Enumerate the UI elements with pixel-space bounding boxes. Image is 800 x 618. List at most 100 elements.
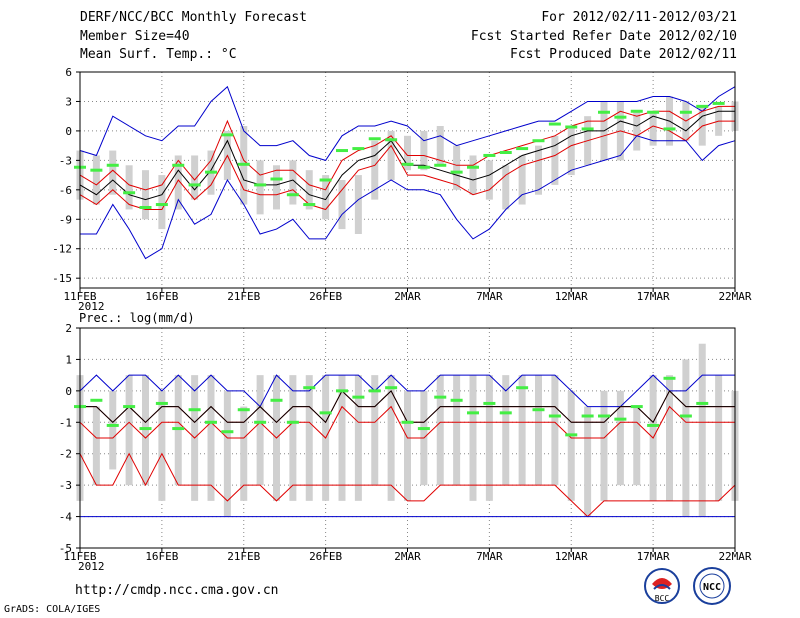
obs-marker — [614, 115, 627, 119]
x-tick-label: 11FEB — [63, 290, 96, 303]
obs-marker — [483, 153, 496, 157]
source-url[interactable]: http://cmdp.ncc.cma.gov.cn — [75, 583, 279, 598]
spread-box — [469, 375, 477, 501]
spread-box — [191, 155, 199, 200]
spread-box — [142, 170, 149, 220]
obs-marker — [663, 376, 676, 380]
y-tick-label: -2 — [59, 448, 72, 461]
spread-box — [567, 390, 575, 501]
spread-box — [649, 111, 657, 146]
obs-marker — [221, 133, 234, 137]
y-tick-label: -4 — [59, 511, 73, 524]
obs-marker — [106, 423, 119, 427]
obs-marker — [696, 104, 709, 108]
spread-box — [698, 343, 706, 517]
spread-box — [305, 170, 313, 210]
spread-box — [715, 375, 723, 501]
obs-marker — [450, 170, 463, 174]
obs-marker — [499, 151, 512, 155]
obs-marker — [647, 423, 660, 427]
x-tick-label: 12MAR — [555, 550, 588, 563]
produced-date: Fcst Produced Date 2012/02/11 — [510, 47, 737, 62]
temperature-panel: 6 3 0 -3 -6 -9 -12 -15 11FEB 16FEB 21FEB 26FEB 2MAR 7… — [52, 66, 752, 313]
spread-box — [174, 155, 182, 210]
obs-marker — [598, 414, 610, 418]
spread-box — [142, 375, 149, 486]
spread-box — [436, 375, 444, 486]
x-tick-label: 11FEB — [63, 550, 96, 563]
obs-marker — [434, 395, 447, 399]
spread-box — [535, 375, 542, 486]
obs-marker — [499, 411, 512, 415]
member-size-label: Member Size=40 — [80, 29, 190, 44]
obs-marker — [123, 191, 136, 195]
obs-marker — [188, 183, 201, 187]
spread-box — [338, 375, 346, 501]
obs-marker — [548, 122, 561, 126]
spread-box — [600, 390, 608, 501]
refer-date: Fcst Started Refer Date 2012/02/10 — [470, 29, 737, 44]
obs-marker — [385, 138, 398, 142]
obs-marker — [467, 165, 479, 169]
spread-box — [305, 375, 313, 501]
y-tick-label: 0 — [65, 385, 72, 398]
series-lower — [79, 120, 735, 211]
bcc-logo-text: BCC — [655, 594, 670, 603]
spread-box — [125, 165, 133, 210]
obs-marker — [123, 405, 136, 409]
obs-marker — [598, 110, 610, 114]
obs-marker — [221, 430, 234, 434]
spread-box — [453, 375, 461, 486]
grads-credit: GrADS: COLA/IGES — [4, 604, 101, 615]
obs-marker — [663, 127, 676, 131]
spread-box — [404, 390, 411, 501]
spread-box — [256, 160, 264, 215]
spread-box — [109, 150, 117, 195]
obs-marker — [368, 137, 381, 141]
y-tick-label: 3 — [65, 95, 72, 108]
obs-marker — [336, 389, 348, 393]
y-tick-label: -9 — [59, 213, 72, 226]
spread-box — [404, 135, 411, 171]
spread-box — [207, 375, 215, 501]
obs-marker — [90, 398, 103, 402]
spread-box — [174, 375, 182, 486]
year-label: 2012 — [78, 300, 105, 313]
spread-box — [616, 390, 624, 486]
obs-marker — [319, 411, 332, 415]
spread-box — [273, 165, 280, 210]
spread-box — [567, 126, 575, 176]
chart-title: DERF/NCC/BCC Monthly Forecast — [80, 10, 307, 25]
y-tick-label: 0 — [65, 125, 72, 138]
y-tick-label: -3 — [59, 479, 72, 492]
obs-marker — [401, 162, 414, 166]
obs-marker — [139, 427, 152, 431]
x-tick-label: 17MAR — [637, 290, 670, 303]
variable-label: Mean Surf. Temp.: °C — [80, 47, 237, 62]
obs-marker — [581, 414, 594, 418]
x-tick-label: 2MAR — [394, 550, 421, 563]
spread-box — [518, 375, 526, 486]
y-tick-label: -1 — [59, 416, 72, 429]
spread-box — [666, 375, 673, 501]
spread-box — [354, 375, 362, 501]
obs-marker — [237, 408, 250, 412]
ncc-logo: NCC — [693, 567, 731, 605]
spread-box — [256, 375, 264, 486]
obs-marker — [581, 127, 594, 131]
spread-box — [485, 160, 493, 200]
obs-marker — [679, 110, 692, 114]
spread-box — [387, 375, 395, 501]
spread-box — [485, 375, 493, 501]
obs-marker — [254, 420, 267, 424]
y-tick-label: -15 — [52, 272, 72, 285]
obs-marker — [303, 386, 316, 390]
spread-box — [633, 406, 641, 486]
obs-marker — [286, 420, 299, 424]
spread-box — [371, 375, 379, 486]
spread-box — [354, 175, 362, 234]
spread-box — [584, 406, 592, 517]
y-tick-label: -6 — [59, 184, 72, 197]
y-tick-label: -5 — [59, 542, 72, 555]
